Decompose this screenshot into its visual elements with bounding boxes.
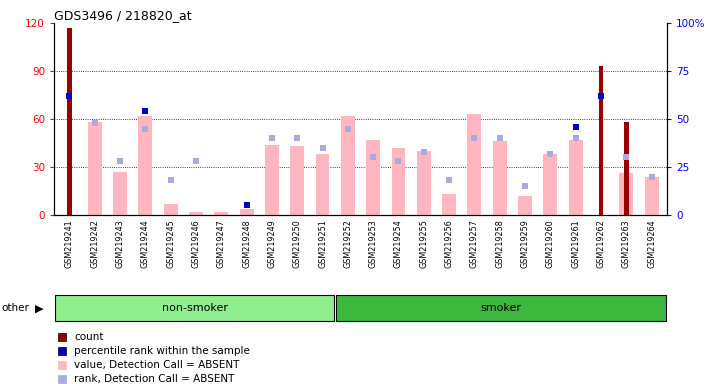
Bar [599, 66, 603, 215]
Text: GSM219242: GSM219242 [90, 219, 99, 268]
Text: GSM219247: GSM219247 [217, 219, 226, 268]
Text: GSM219262: GSM219262 [596, 219, 606, 268]
Text: GSM219250: GSM219250 [293, 219, 301, 268]
Text: GSM219248: GSM219248 [242, 219, 251, 268]
Text: GSM219259: GSM219259 [521, 219, 530, 268]
Bar [624, 122, 629, 215]
Bar [164, 204, 177, 215]
Text: GSM219255: GSM219255 [420, 219, 428, 268]
Text: GSM219256: GSM219256 [445, 219, 454, 268]
Bar [442, 194, 456, 215]
Text: GSM219258: GSM219258 [495, 219, 504, 268]
Bar [291, 146, 304, 215]
Text: GSM219261: GSM219261 [571, 219, 580, 268]
Text: GSM219243: GSM219243 [115, 219, 125, 268]
Bar [88, 122, 102, 215]
Bar [366, 140, 380, 215]
Bar [493, 141, 507, 215]
Bar [645, 177, 659, 215]
Bar [417, 151, 430, 215]
Text: GSM219244: GSM219244 [141, 219, 150, 268]
Bar [392, 148, 405, 215]
Text: GSM219252: GSM219252 [343, 219, 353, 268]
Bar [569, 140, 583, 215]
Bar [265, 145, 279, 215]
Bar [341, 116, 355, 215]
FancyBboxPatch shape [336, 295, 665, 321]
Text: GSM219241: GSM219241 [65, 219, 74, 268]
Bar [138, 116, 152, 215]
Text: GSM219257: GSM219257 [470, 219, 479, 268]
Text: GSM219249: GSM219249 [267, 219, 276, 268]
Text: GSM219245: GSM219245 [166, 219, 175, 268]
Text: percentile rank within the sample: percentile rank within the sample [74, 346, 250, 356]
Bar [619, 174, 633, 215]
Text: GSM219254: GSM219254 [394, 219, 403, 268]
Bar [467, 114, 482, 215]
Bar [316, 154, 329, 215]
Text: non-smoker: non-smoker [162, 303, 228, 313]
Bar [214, 212, 228, 215]
Text: GSM219260: GSM219260 [546, 219, 555, 268]
FancyBboxPatch shape [56, 295, 334, 321]
Bar [544, 154, 557, 215]
Text: ▶: ▶ [35, 303, 43, 313]
Bar [113, 172, 127, 215]
Text: GSM219264: GSM219264 [647, 219, 656, 268]
Text: smoker: smoker [480, 303, 521, 313]
Text: GSM219263: GSM219263 [622, 219, 631, 268]
Text: other: other [1, 303, 30, 313]
Text: count: count [74, 332, 104, 342]
Bar [189, 212, 203, 215]
Text: value, Detection Call = ABSENT: value, Detection Call = ABSENT [74, 360, 239, 370]
Text: rank, Detection Call = ABSENT: rank, Detection Call = ABSENT [74, 374, 234, 384]
Text: GSM219246: GSM219246 [191, 219, 200, 268]
Text: GSM219253: GSM219253 [368, 219, 378, 268]
Text: GDS3496 / 218820_at: GDS3496 / 218820_at [54, 9, 192, 22]
Text: GSM219251: GSM219251 [318, 219, 327, 268]
Bar [67, 28, 71, 215]
Bar [518, 196, 532, 215]
Bar [239, 209, 254, 215]
